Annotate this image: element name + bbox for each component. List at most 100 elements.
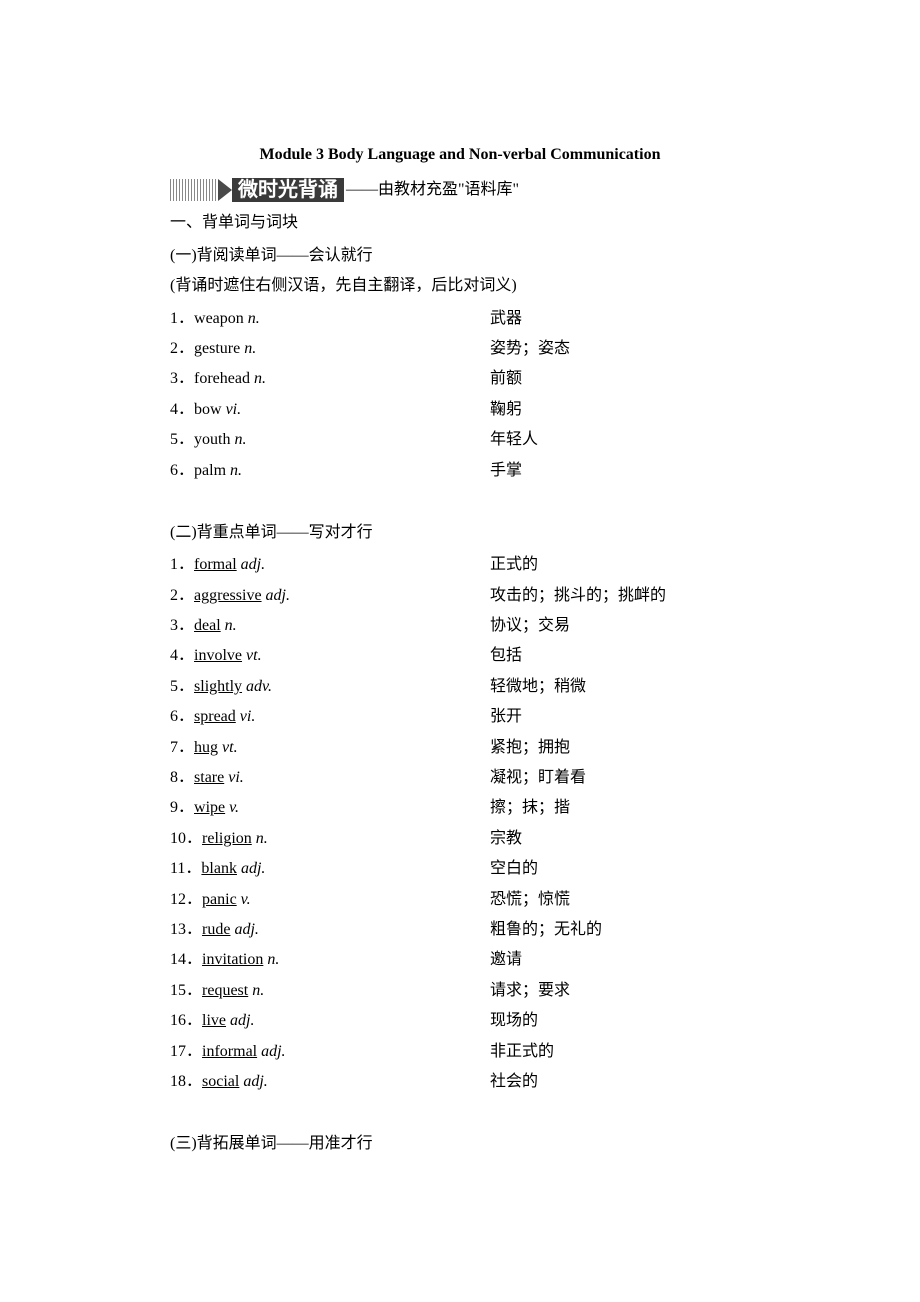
vocab-term: 10．religion n. [170,824,490,854]
vocab-term: 13．rude adj. [170,915,490,945]
vocab-number: 14． [170,945,202,975]
vocab-row: 17．informal adj.非正式的 [170,1037,750,1067]
vocab-number: 7． [170,733,194,763]
vocab-meaning: 协议；交易 [490,611,750,641]
vocab-word: bow [194,401,222,418]
vocab-term: 9．wipe v. [170,793,490,823]
subsection-1-title: (一)背阅读单词——会认就行 [170,241,750,271]
vocab-number: 13． [170,915,202,945]
vocab-meaning: 恐慌；惊慌 [490,885,750,915]
vocab-term: 3．deal n. [170,611,490,641]
vocab-list-2: 1．formal adj.正式的2．aggressive adj.攻击的；挑斗的… [170,550,750,1097]
vocab-word: spread [194,708,236,725]
vocab-row: 5．slightly adv.轻微地；稍微 [170,672,750,702]
vocab-term: 3．forehead n. [170,364,490,394]
vocab-row: 2．aggressive adj.攻击的；挑斗的；挑衅的 [170,581,750,611]
vocab-term: 18．social adj. [170,1067,490,1097]
vocab-word: live [202,1012,226,1029]
vocab-pos: adj. [230,1012,254,1029]
vocab-pos: n. [230,462,242,479]
vocab-number: 12． [170,885,202,915]
vocab-row: 18．social adj.社会的 [170,1067,750,1097]
vocab-pos: vt. [222,739,238,756]
vocab-term: 16．live adj. [170,1006,490,1036]
vocab-row: 1．formal adj.正式的 [170,550,750,580]
vocab-term: 1．formal adj. [170,550,490,580]
vocab-row: 2．gesture n.姿势；姿态 [170,334,750,364]
vocab-word: deal [194,617,221,634]
vocab-number: 5． [170,672,194,702]
vocab-number: 4． [170,641,194,671]
vocab-meaning: 武器 [490,304,750,334]
vocab-word: hug [194,739,218,756]
vocab-term: 2．gesture n. [170,334,490,364]
vocab-word: blank [201,860,237,877]
vocab-term: 15．request n. [170,976,490,1006]
vocab-pos: adj. [241,860,265,877]
vocab-row: 13．rude adj.粗鲁的；无礼的 [170,915,750,945]
vocab-word: stare [194,769,224,786]
vocab-meaning: 邀请 [490,945,750,975]
vocab-pos: n. [267,951,279,968]
vocab-pos: adj. [243,1073,267,1090]
vocab-number: 10． [170,824,202,854]
vocab-meaning: 擦；抹；揩 [490,793,750,823]
vocab-list-1: 1．weapon n.武器2．gesture n.姿势；姿态3．forehead… [170,304,750,486]
vocab-term: 1．weapon n. [170,304,490,334]
header-subtitle: ——由教材充盈"语料库" [344,175,519,205]
vocab-meaning: 张开 [490,702,750,732]
vocab-meaning: 粗鲁的；无礼的 [490,915,750,945]
vocab-term: 12．panic v. [170,885,490,915]
vocab-row: 15．request n.请求；要求 [170,976,750,1006]
vocab-pos: n. [252,982,264,999]
vocab-word: panic [202,891,237,908]
vocab-pos: n. [248,310,260,327]
vocab-number: 17． [170,1037,202,1067]
header-wedge-decor [218,179,232,201]
vocab-meaning: 正式的 [490,550,750,580]
vocab-meaning: 鞠躬 [490,395,750,425]
vocab-number: 9． [170,793,194,823]
vocab-term: 4．bow vi. [170,395,490,425]
vocab-row: 12．panic v.恐慌；惊慌 [170,885,750,915]
vocab-term: 5．slightly adv. [170,672,490,702]
vocab-number: 16． [170,1006,202,1036]
vocab-meaning: 空白的 [490,854,750,884]
vocab-pos: adj. [234,921,258,938]
vocab-row: 10．religion n.宗教 [170,824,750,854]
vocab-pos: n. [256,830,268,847]
vocab-meaning: 包括 [490,641,750,671]
vocab-meaning: 攻击的；挑斗的；挑衅的 [490,581,750,611]
vocab-number: 5． [170,425,194,455]
vocab-number: 8． [170,763,194,793]
vocab-row: 1．weapon n.武器 [170,304,750,334]
vocab-word: religion [202,830,252,847]
header-stripe-decor [170,179,218,201]
vocab-pos: vi. [228,769,244,786]
vocab-number: 2． [170,581,194,611]
vocab-meaning: 前额 [490,364,750,394]
vocab-pos: n. [254,370,266,387]
vocab-pos: adj. [241,556,265,573]
vocab-meaning: 姿势；姿态 [490,334,750,364]
vocab-row: 4．involve vt.包括 [170,641,750,671]
vocab-row: 9．wipe v.擦；抹；揩 [170,793,750,823]
vocab-pos: vt. [246,647,262,664]
vocab-meaning: 年轻人 [490,425,750,455]
vocab-number: 4． [170,395,194,425]
vocab-term: 8．stare vi. [170,763,490,793]
vocab-number: 15． [170,976,202,1006]
vocab-word: request [202,982,248,999]
vocab-pos: v. [241,891,251,908]
vocab-number: 18． [170,1067,202,1097]
section-1-title: 一、背单词与词块 [170,208,750,238]
vocab-term: 14．invitation n. [170,945,490,975]
vocab-word: gesture [194,340,240,357]
vocab-number: 1． [170,304,194,334]
vocab-pos: n. [244,340,256,357]
vocab-word: wipe [194,799,225,816]
vocab-pos: vi. [240,708,256,725]
vocab-term: 11．blank adj. [170,854,490,884]
header-banner: 微时光背诵 ——由教材充盈"语料库" [170,176,750,204]
vocab-word: palm [194,462,226,479]
